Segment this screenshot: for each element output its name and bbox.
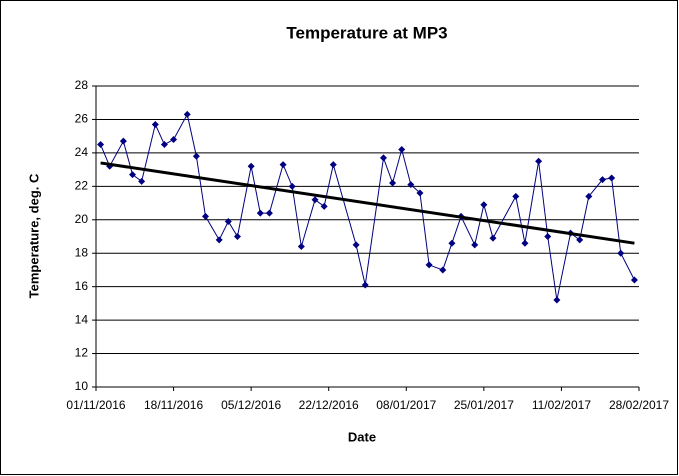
data-point xyxy=(97,141,105,149)
data-point xyxy=(389,179,397,187)
y-tick-label: 26 xyxy=(75,112,89,126)
data-point xyxy=(416,189,424,197)
data-point xyxy=(297,243,305,251)
y-axis-title: Temperature, deg. C xyxy=(26,173,41,298)
data-point xyxy=(160,141,168,149)
data-point xyxy=(521,239,529,247)
data-point xyxy=(379,154,387,162)
data-point xyxy=(489,234,497,242)
data-point xyxy=(129,171,137,179)
data-point xyxy=(617,249,625,257)
data-point xyxy=(288,182,296,190)
data-point xyxy=(265,209,273,217)
data-point xyxy=(320,202,328,210)
data-point xyxy=(183,110,191,118)
data-point xyxy=(439,266,447,274)
y-tick-label: 10 xyxy=(75,379,89,393)
data-point xyxy=(512,192,520,200)
x-tick-label: 18/11/2016 xyxy=(144,398,203,412)
data-point xyxy=(138,177,146,185)
data-point xyxy=(119,137,127,145)
data-point xyxy=(247,162,255,170)
y-tick-label: 18 xyxy=(75,245,89,259)
data-point xyxy=(329,161,337,169)
data-point xyxy=(608,174,616,182)
data-point xyxy=(311,196,319,204)
data-point xyxy=(471,241,479,249)
y-tick-label: 28 xyxy=(75,78,89,92)
x-tick-label: 25/01/2017 xyxy=(454,398,514,412)
data-point xyxy=(151,120,159,128)
data-point xyxy=(361,281,369,289)
data-point xyxy=(535,157,543,165)
data-point xyxy=(544,233,552,240)
y-tick-label: 24 xyxy=(75,145,89,159)
data-point xyxy=(598,176,606,184)
data-point xyxy=(398,146,406,154)
x-axis-title: Date xyxy=(348,429,376,444)
trendline xyxy=(100,161,635,245)
y-tick-label: 22 xyxy=(75,179,89,193)
data-point xyxy=(407,181,415,189)
chart-title: Temperature at MP3 xyxy=(286,23,447,42)
data-point xyxy=(202,212,210,220)
data-point xyxy=(215,236,223,244)
data-point xyxy=(352,241,360,249)
data-point xyxy=(553,296,561,304)
data-point xyxy=(170,136,178,144)
y-tick-label: 20 xyxy=(75,212,89,226)
data-point xyxy=(576,236,584,244)
x-tick-label: 11/02/2017 xyxy=(532,398,591,412)
x-tick-label: 28/02/2017 xyxy=(609,398,669,412)
data-point xyxy=(192,152,200,160)
data-point xyxy=(279,161,287,169)
y-tick-label: 14 xyxy=(75,312,89,326)
data-point xyxy=(233,233,241,240)
data-point xyxy=(630,276,638,284)
data-point xyxy=(425,261,433,269)
data-point xyxy=(585,192,593,200)
x-tick-label: 05/12/2016 xyxy=(221,398,281,412)
y-tick-label: 12 xyxy=(75,346,89,360)
x-tick-label: 01/11/2016 xyxy=(66,398,125,412)
x-tick-label: 22/12/2016 xyxy=(299,398,359,412)
data-point xyxy=(480,201,488,209)
y-tick-label: 16 xyxy=(75,279,89,293)
data-point xyxy=(256,209,264,217)
data-point xyxy=(448,239,456,247)
x-tick-label: 08/01/2017 xyxy=(376,398,436,412)
data-point xyxy=(224,217,232,225)
